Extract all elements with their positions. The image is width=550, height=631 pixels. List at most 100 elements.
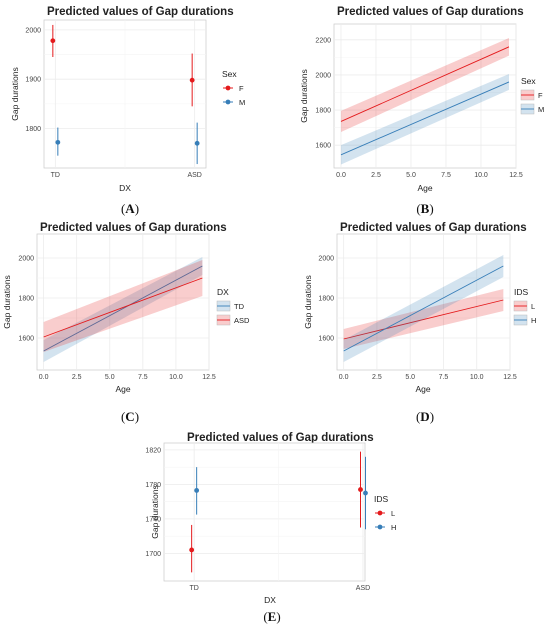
legend-item-label: M: [239, 98, 245, 107]
y-tick-label: 1740: [145, 516, 161, 523]
y-axis-label: Gap durations: [2, 275, 12, 328]
legend-item-label: M: [538, 105, 544, 114]
trend-line: [340, 46, 510, 122]
data-point: [358, 487, 363, 492]
y-tick-label: 1700: [145, 551, 161, 558]
trend-line: [43, 265, 203, 352]
y-tick-label: 1780: [145, 482, 161, 489]
x-tick-label: 0.0: [336, 172, 346, 179]
legend-key-point: [377, 524, 383, 530]
legend-item-label: F: [239, 84, 244, 93]
legend-title: Sex: [222, 69, 237, 79]
series-l: [343, 289, 504, 349]
trend-line: [340, 81, 510, 156]
plot-area: [336, 233, 511, 371]
legend-item-label: H: [531, 316, 536, 325]
x-axis-label: DX: [264, 595, 276, 605]
panel-c: Predicted values of Gap durations 1600 180…: [2, 222, 250, 424]
data-point: [189, 77, 195, 83]
ci-band: [341, 74, 509, 165]
legend-title: Sex: [521, 76, 536, 86]
x-tick-label: 7.5: [439, 374, 449, 381]
series-h: [194, 456, 368, 530]
data-point: [194, 488, 200, 493]
chart-title: Predicted values of Gap durations: [340, 222, 527, 234]
y-tick-label: 1820: [145, 447, 161, 454]
legend-title: IDS: [514, 287, 529, 297]
x-axis-label: Age: [415, 384, 430, 394]
ci-band: [43, 260, 203, 352]
legend-key-point: [225, 85, 231, 91]
series-m: [340, 74, 510, 165]
legend-item-label: F: [538, 91, 543, 100]
x-tick-label: 10.0: [169, 374, 183, 381]
y-tick-label: 2000: [25, 27, 41, 34]
series-f: [50, 24, 195, 107]
legend-key-point: [225, 99, 231, 105]
series-td: [43, 257, 203, 362]
data-point: [194, 140, 200, 146]
legend-title: DX: [217, 287, 229, 297]
chart-title: Predicted values of Gap durations: [40, 222, 227, 234]
ci-band: [343, 289, 504, 349]
data-point: [363, 490, 368, 496]
x-tick-label: 5.0: [405, 374, 415, 381]
series-asd: [43, 260, 203, 352]
x-tick-label: TD: [51, 172, 60, 179]
y-tick-label: 1800: [18, 296, 34, 303]
series-m: [55, 122, 200, 165]
legend-item-label: L: [531, 302, 535, 311]
legend-item-label: H: [391, 523, 396, 532]
y-tick-label: 1600: [318, 336, 334, 343]
x-axis-label: Age: [417, 183, 432, 193]
legend-key-point: [377, 510, 383, 516]
trend-line: [343, 265, 504, 352]
y-axis-label: Gap durations: [299, 69, 309, 122]
x-tick-label: 5.0: [105, 374, 115, 381]
chart-title: Predicted values of Gap durations: [187, 432, 374, 444]
x-axis-label: Age: [115, 384, 130, 394]
x-tick-label: TD: [189, 585, 198, 592]
x-tick-label: ASD: [356, 585, 370, 592]
y-tick-label: 1900: [25, 77, 41, 84]
legend-item-label: TD: [234, 302, 245, 311]
x-axis-label: DX: [119, 183, 131, 193]
panel-d: Predicted values of Gap durations 1600 180…: [303, 222, 536, 424]
legend-title: IDS: [374, 494, 389, 504]
panel-e: Predicted values of Gap durations 1700 174…: [145, 432, 396, 624]
x-tick-label: 2.5: [371, 172, 381, 179]
panel-label: (A): [121, 201, 139, 216]
y-tick-label: 2200: [315, 37, 331, 44]
legend: DX TD ASD: [216, 287, 250, 326]
y-axis-label: Gap durations: [150, 485, 160, 538]
x-tick-label: 12.5: [202, 374, 216, 381]
x-tick-label: 0.0: [339, 374, 349, 381]
panel-label: (B): [416, 201, 433, 216]
x-tick-label: 10.0: [474, 172, 488, 179]
chart-title: Predicted values of Gap durations: [337, 6, 524, 18]
y-tick-label: 1600: [18, 336, 34, 343]
y-tick-label: 2000: [315, 72, 331, 79]
series-h: [343, 255, 504, 362]
plot-area: [333, 23, 517, 169]
y-axis-label: Gap durations: [303, 275, 313, 328]
plot-area: [36, 233, 210, 371]
x-tick-label: 10.0: [470, 374, 484, 381]
x-tick-label: 7.5: [441, 172, 451, 179]
series-l: [189, 451, 363, 573]
y-tick-label: 1800: [318, 296, 334, 303]
panel-label: (D): [416, 409, 434, 424]
x-tick-label: ASD: [187, 172, 201, 179]
trend-line: [343, 299, 504, 340]
panel-label: (E): [263, 609, 280, 624]
ci-band: [341, 38, 509, 132]
y-axis-label: Gap durations: [10, 67, 20, 120]
y-tick-label: 2000: [18, 256, 34, 263]
panel-label: (C): [121, 409, 139, 424]
data-point: [189, 547, 195, 553]
